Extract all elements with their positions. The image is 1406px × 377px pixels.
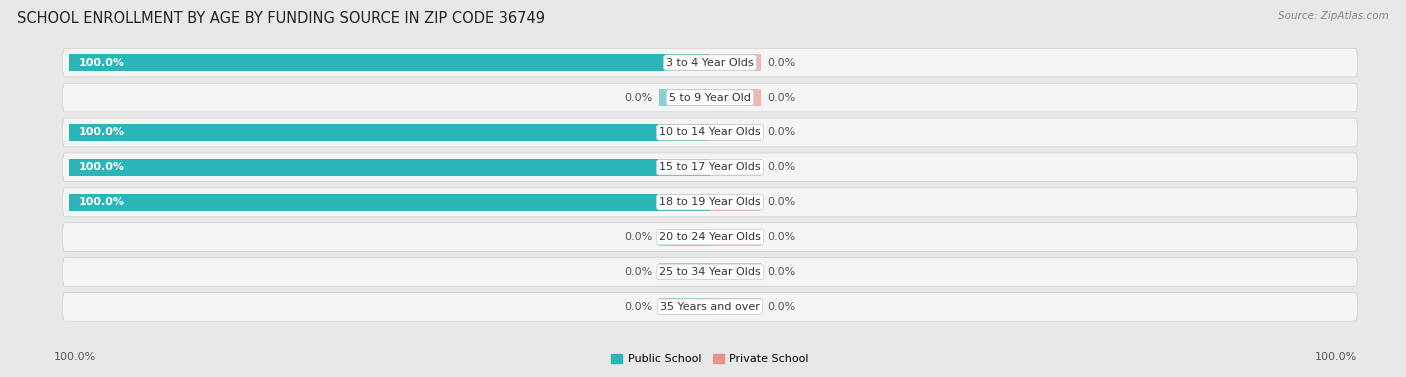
Text: 10 to 14 Year Olds: 10 to 14 Year Olds — [659, 127, 761, 138]
Text: 18 to 19 Year Olds: 18 to 19 Year Olds — [659, 197, 761, 207]
Text: Source: ZipAtlas.com: Source: ZipAtlas.com — [1278, 11, 1389, 21]
Text: 0.0%: 0.0% — [624, 267, 652, 277]
FancyBboxPatch shape — [63, 153, 1357, 182]
Bar — [710, 228, 761, 245]
Text: 0.0%: 0.0% — [768, 92, 796, 103]
Bar — [710, 54, 761, 71]
Bar — [710, 264, 761, 280]
Text: 0.0%: 0.0% — [624, 232, 652, 242]
Bar — [710, 159, 761, 176]
Text: 25 to 34 Year Olds: 25 to 34 Year Olds — [659, 267, 761, 277]
Bar — [659, 89, 710, 106]
Text: 100.0%: 100.0% — [53, 352, 96, 362]
Text: 0.0%: 0.0% — [768, 162, 796, 172]
Text: 100.0%: 100.0% — [79, 127, 125, 138]
Bar — [659, 228, 710, 245]
Text: 0.0%: 0.0% — [624, 92, 652, 103]
Text: SCHOOL ENROLLMENT BY AGE BY FUNDING SOURCE IN ZIP CODE 36749: SCHOOL ENROLLMENT BY AGE BY FUNDING SOUR… — [17, 11, 546, 26]
Legend: Public School, Private School: Public School, Private School — [607, 349, 813, 369]
FancyBboxPatch shape — [63, 223, 1357, 251]
Text: 100.0%: 100.0% — [79, 162, 125, 172]
Bar — [69, 124, 710, 141]
Bar — [710, 298, 761, 315]
Bar — [69, 194, 710, 211]
FancyBboxPatch shape — [63, 293, 1357, 321]
Bar — [69, 159, 710, 176]
Bar — [69, 54, 710, 71]
Text: 100.0%: 100.0% — [79, 197, 125, 207]
Text: 100.0%: 100.0% — [79, 58, 125, 68]
Bar — [659, 264, 710, 280]
Text: 0.0%: 0.0% — [768, 302, 796, 312]
Text: 0.0%: 0.0% — [624, 302, 652, 312]
Text: 0.0%: 0.0% — [768, 267, 796, 277]
FancyBboxPatch shape — [63, 257, 1357, 286]
Text: 0.0%: 0.0% — [768, 127, 796, 138]
Text: 35 Years and over: 35 Years and over — [659, 302, 761, 312]
FancyBboxPatch shape — [63, 83, 1357, 112]
FancyBboxPatch shape — [63, 48, 1357, 77]
Text: 20 to 24 Year Olds: 20 to 24 Year Olds — [659, 232, 761, 242]
Text: 0.0%: 0.0% — [768, 232, 796, 242]
FancyBboxPatch shape — [63, 118, 1357, 147]
Bar — [710, 124, 761, 141]
Text: 100.0%: 100.0% — [1315, 352, 1357, 362]
Text: 5 to 9 Year Old: 5 to 9 Year Old — [669, 92, 751, 103]
Bar — [710, 194, 761, 211]
Text: 3 to 4 Year Olds: 3 to 4 Year Olds — [666, 58, 754, 68]
Text: 0.0%: 0.0% — [768, 58, 796, 68]
FancyBboxPatch shape — [63, 188, 1357, 216]
Text: 0.0%: 0.0% — [768, 197, 796, 207]
Bar — [710, 89, 761, 106]
Text: 15 to 17 Year Olds: 15 to 17 Year Olds — [659, 162, 761, 172]
Bar — [659, 298, 710, 315]
